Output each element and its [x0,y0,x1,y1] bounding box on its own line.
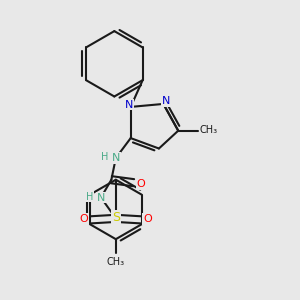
Text: H: H [86,192,94,202]
Text: N: N [162,96,170,106]
Text: N: N [112,153,121,163]
Text: N: N [98,193,106,202]
Text: O: O [80,214,88,224]
Text: N: N [125,100,134,110]
Text: CH₃: CH₃ [107,257,125,267]
Text: O: O [143,214,152,224]
Text: O: O [137,179,146,189]
Text: CH₃: CH₃ [200,125,218,135]
Text: S: S [112,211,120,224]
Text: H: H [101,152,108,162]
